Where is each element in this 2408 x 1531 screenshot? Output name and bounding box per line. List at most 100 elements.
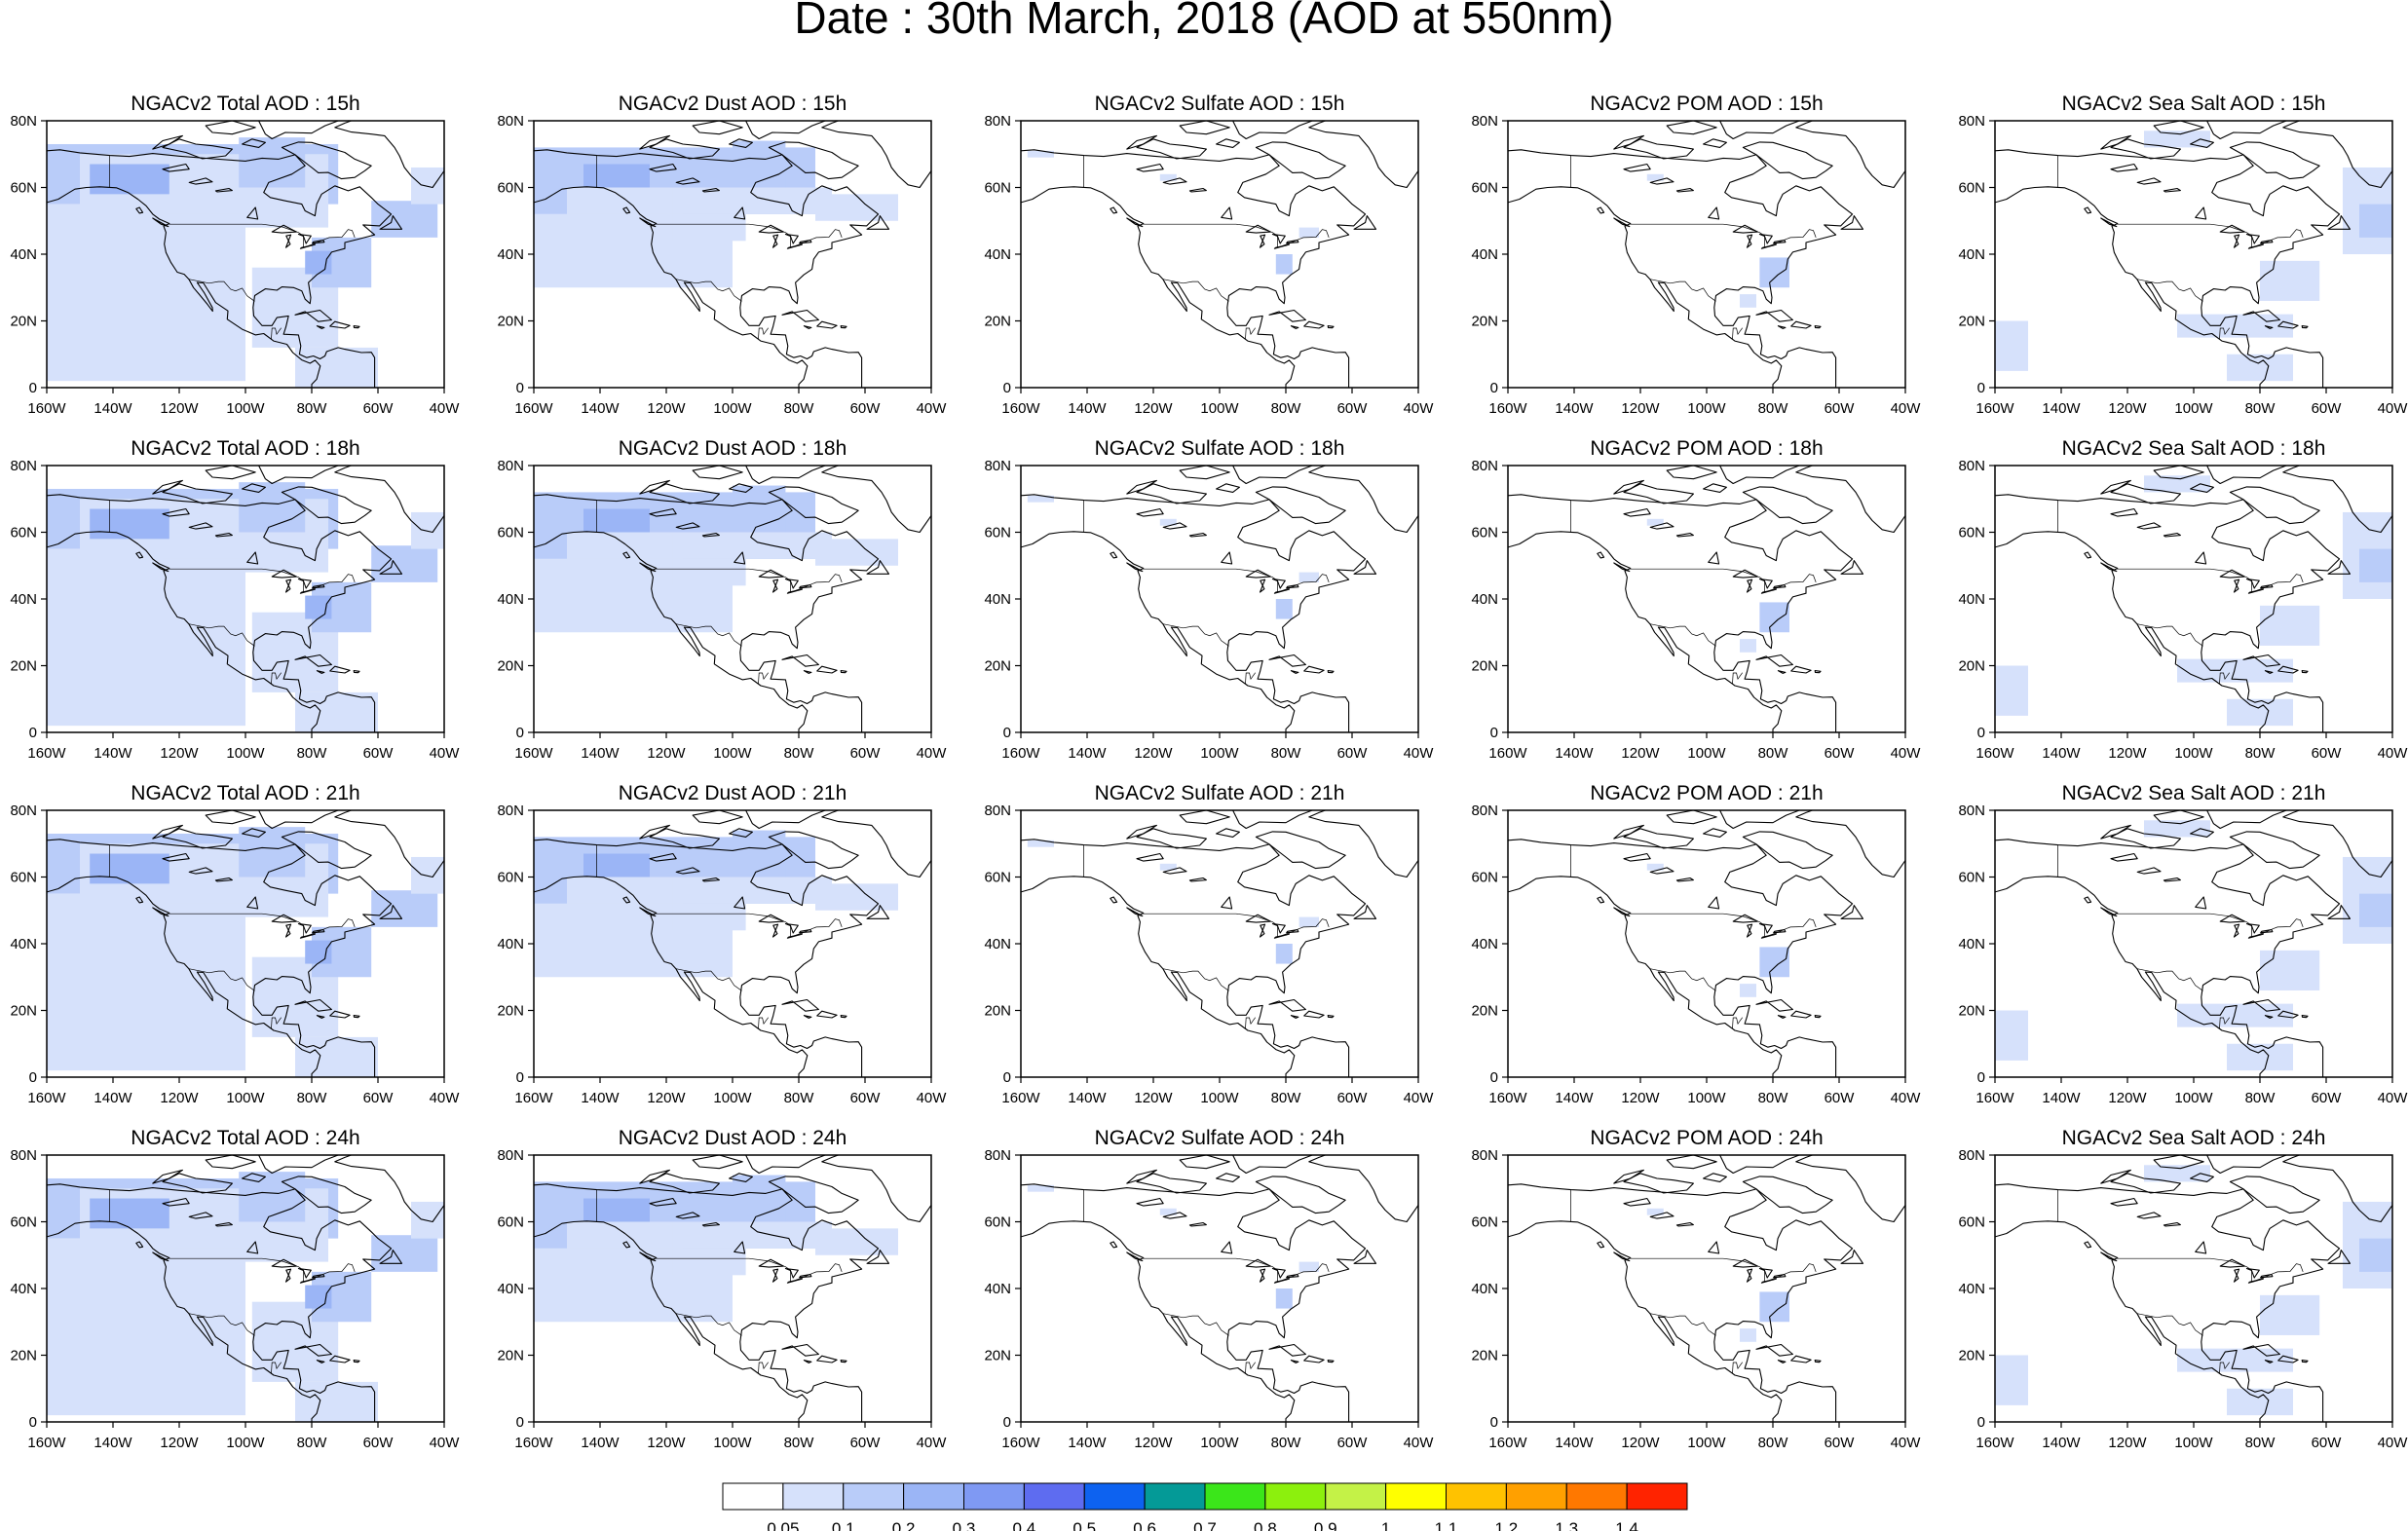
island-coastline bbox=[1703, 483, 1727, 493]
island-coastline bbox=[2100, 479, 2131, 495]
border-line bbox=[1629, 1257, 1817, 1283]
lon-tick-label: 160W bbox=[514, 1090, 553, 1106]
island-coastline bbox=[1110, 206, 1118, 214]
border-line bbox=[1162, 279, 1229, 302]
aod-region bbox=[1275, 599, 1293, 619]
panel-title: NGACv2 Total AOD : 21h bbox=[131, 782, 359, 804]
border-line bbox=[2136, 968, 2203, 991]
lon-tick-label: 60W bbox=[2312, 1090, 2343, 1106]
lon-tick-label: 140W bbox=[581, 1090, 620, 1106]
island-coastline bbox=[1613, 824, 1644, 840]
island-coastline bbox=[205, 810, 256, 825]
political-borders bbox=[109, 155, 356, 340]
lake-outline bbox=[786, 1278, 803, 1284]
island-coastline bbox=[2264, 1015, 2274, 1019]
continent-coastline bbox=[47, 149, 393, 388]
colorbar-label: 1.3 bbox=[1555, 1519, 1578, 1531]
island-coastline bbox=[840, 1360, 847, 1363]
island-coastline bbox=[1216, 1173, 1240, 1182]
island-coastline bbox=[1255, 831, 1346, 870]
island-coastline bbox=[258, 121, 342, 140]
island-coastline bbox=[816, 665, 838, 674]
island-coastline bbox=[1613, 907, 1631, 917]
lat-tick-label: 80N bbox=[1471, 113, 1498, 130]
lake-outline bbox=[2163, 1221, 2181, 1227]
lake-outline bbox=[734, 551, 746, 565]
island-coastline bbox=[1613, 1251, 1631, 1262]
lat-tick-label: 0 bbox=[29, 1414, 37, 1431]
lon-tick-label: 80W bbox=[1758, 1090, 1789, 1106]
lon-tick-label: 140W bbox=[581, 400, 620, 417]
lat-tick-label: 0 bbox=[1490, 380, 1498, 396]
lake-outline bbox=[246, 896, 259, 910]
coastlines bbox=[1021, 466, 1418, 732]
lat-tick-label: 40N bbox=[497, 591, 524, 608]
map-panel: NGACv2 POM AOD : 21h 160W 140W 120W 100W 80W 6… bbox=[1471, 782, 1921, 1106]
lake-outline bbox=[1271, 1267, 1286, 1279]
aod-shading bbox=[1646, 1208, 1789, 1342]
island-coastline bbox=[781, 998, 819, 1012]
island-coastline bbox=[1719, 1155, 1803, 1175]
lon-tick-label: 80W bbox=[1271, 400, 1302, 417]
lat-tick-label: 60N bbox=[10, 525, 37, 541]
map-area bbox=[1508, 1155, 1905, 1422]
lon-tick-label: 60W bbox=[850, 1090, 882, 1106]
island-coastline bbox=[2110, 483, 2181, 504]
island-coastline bbox=[1232, 1155, 1316, 1175]
lat-tick-label: 0 bbox=[1003, 380, 1011, 396]
lon-tick-label: 100W bbox=[226, 745, 265, 762]
lake-outline bbox=[1708, 1241, 1720, 1254]
lat-tick-label: 40N bbox=[1958, 246, 1985, 263]
map-background bbox=[1021, 466, 1418, 732]
border-line bbox=[168, 223, 356, 248]
lon-tick-label: 120W bbox=[2108, 1090, 2147, 1106]
lon-tick-label: 100W bbox=[1687, 400, 1726, 417]
border-line bbox=[758, 327, 769, 340]
lon-tick-label: 40W bbox=[917, 745, 948, 762]
continent-coastline bbox=[47, 1183, 393, 1422]
island-coastline bbox=[1623, 483, 1694, 504]
lon-tick-label: 40W bbox=[1891, 1435, 1922, 1451]
lake-outline bbox=[771, 579, 779, 593]
lon-tick-label: 40W bbox=[2378, 1090, 2408, 1106]
island-coastline bbox=[353, 1360, 360, 1363]
island-coastline bbox=[1303, 665, 1325, 674]
border-line bbox=[675, 1313, 742, 1336]
map-area bbox=[534, 810, 931, 1077]
lake-outline bbox=[786, 588, 803, 594]
political-borders bbox=[596, 1189, 843, 1374]
lon-tick-label: 120W bbox=[1621, 400, 1660, 417]
island-coastline bbox=[1179, 466, 1230, 480]
greenland-coastline bbox=[334, 466, 444, 534]
lon-tick-label: 100W bbox=[1200, 1090, 1239, 1106]
lon-tick-label: 120W bbox=[1621, 745, 1660, 762]
greenland-coastline bbox=[334, 1155, 444, 1223]
aod-shading bbox=[1995, 131, 2392, 382]
lake-outline bbox=[284, 234, 292, 248]
continent-coastline bbox=[1508, 1183, 1854, 1422]
aod-region bbox=[1740, 1328, 1756, 1342]
island-coastline bbox=[2264, 325, 2274, 329]
island-coastline bbox=[2110, 1173, 2181, 1194]
lat-tick-label: 20N bbox=[984, 1003, 1011, 1020]
aod-region bbox=[733, 485, 786, 533]
lon-tick-label: 80W bbox=[297, 1435, 328, 1451]
island-coastline bbox=[152, 907, 169, 917]
map-area bbox=[1995, 1155, 2392, 1422]
island-coastline bbox=[1353, 560, 1377, 575]
island-coastline bbox=[1255, 486, 1346, 525]
political-borders bbox=[2057, 500, 2304, 685]
island-coastline bbox=[2327, 560, 2352, 575]
map-area bbox=[534, 1155, 931, 1422]
lon-tick-label: 60W bbox=[1825, 1435, 1856, 1451]
lake-outline bbox=[701, 1221, 720, 1227]
political-borders bbox=[596, 500, 843, 685]
lake-outline bbox=[214, 1221, 233, 1227]
island-coastline bbox=[840, 1015, 847, 1019]
border-line bbox=[1629, 913, 1817, 938]
lat-tick-label: 60N bbox=[1958, 525, 1985, 541]
island-coastline bbox=[258, 1155, 342, 1175]
lake-outline bbox=[1221, 551, 1233, 565]
continent-coastline bbox=[1995, 494, 2341, 732]
island-coastline bbox=[1136, 138, 1207, 160]
